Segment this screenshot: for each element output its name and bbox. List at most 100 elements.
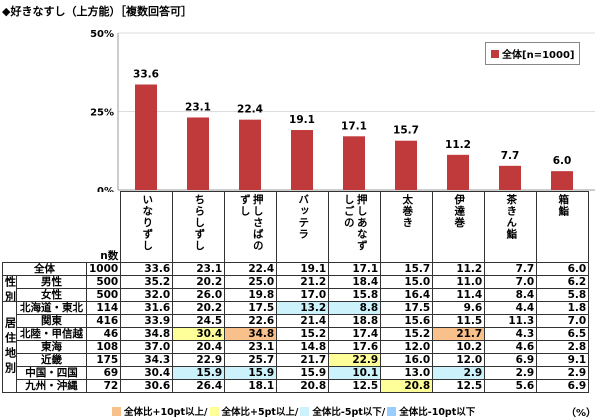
- table-row: 女性 500 32.0 26.0 19.8 17.0 15.8 16.4 11.4 8.4 5.8: [3, 288, 590, 302]
- column-header: 茶きん鮨: [484, 191, 538, 263]
- value-cell: 30.6: [120, 379, 174, 393]
- value-cell: 11.2: [432, 262, 486, 276]
- highlight-label: 全体比-5pt以下/: [312, 407, 386, 418]
- value-cell: 21.7: [432, 327, 486, 341]
- row-label: 中国・四国: [16, 366, 87, 380]
- value-cell: 2.8: [536, 340, 590, 354]
- value-cell: 17.0: [276, 288, 330, 302]
- highlight-swatch: [112, 406, 121, 416]
- value-cell: 15.2: [380, 327, 434, 341]
- column-header: 太巻き: [380, 191, 434, 263]
- value-cell: 19.1: [276, 262, 330, 276]
- value-cell: 22.9: [328, 353, 382, 367]
- value-cell: 7.0: [484, 275, 538, 289]
- table-row: 九州・沖縄 72 30.6 26.4 18.1 20.8 12.5 20.8 12.5 5.6 6.…: [3, 379, 590, 393]
- data-label: 22.4: [237, 104, 263, 116]
- value-cell: 6.2: [536, 275, 590, 289]
- bar: [395, 140, 417, 190]
- highlight-swatch: [209, 406, 219, 416]
- value-cell: 16.4: [380, 288, 434, 302]
- chart-title: ◆好きなすし（上方能）［複数回答可］: [2, 5, 192, 18]
- value-cell: 15.9: [172, 366, 226, 380]
- data-table: n数 いなりずし ちらしずし 押しさばのずし バッテラ 押しあなずしごの 太巻き 伊達巻 茶きん…: [2, 191, 590, 393]
- table-row: 北陸・甲信越 46 34.8 30.4 34.8 15.2 17.4 15.2 21.7 4.3 6…: [3, 327, 590, 341]
- value-cell: 21.2: [276, 275, 330, 289]
- value-cell: 5.6: [484, 379, 538, 393]
- y-tick-label: 50%: [90, 29, 114, 40]
- n-cell: 500: [85, 288, 122, 302]
- value-cell: 12.5: [432, 379, 486, 393]
- value-cell: 18.4: [328, 275, 382, 289]
- value-cell: 6.9: [484, 353, 538, 367]
- value-cell: 22.6: [224, 314, 278, 328]
- value-cell: 6.9: [536, 379, 590, 393]
- value-cell: 18.1: [224, 379, 278, 393]
- value-cell: 11.4: [432, 288, 486, 302]
- value-cell: 6.0: [536, 262, 590, 276]
- n-cell: 69: [85, 366, 122, 380]
- highlight-label: 全体比-10pt以下: [399, 407, 476, 418]
- column-header-text: 伊達巻: [453, 194, 466, 229]
- bar-chart: 50% 25% 0% 33.6 23.1 22.4 19.1 17.1 15.7 11.2 7.7 6…: [90, 29, 595, 192]
- value-cell: 26.4: [172, 379, 226, 393]
- column-header-text: いなりずし: [141, 194, 154, 252]
- column-header: バッテラ: [276, 191, 330, 263]
- value-cell: 31.6: [120, 301, 174, 315]
- value-cell: 11.3: [484, 314, 538, 328]
- value-cell: 16.0: [380, 353, 434, 367]
- value-cell: 6.5: [536, 327, 590, 341]
- bar: [499, 165, 521, 190]
- value-cell: 20.8: [380, 379, 434, 393]
- value-cell: 2.9: [484, 366, 538, 380]
- value-cell: 15.9: [276, 366, 330, 380]
- bar: [135, 84, 157, 190]
- table-row: 全体 1000 33.6 23.1 22.4 19.1 17.1 15.7 11.2 7.7 6.0: [2, 262, 590, 276]
- row-label: 女性: [16, 288, 87, 302]
- column-header: 伊達巻: [432, 191, 486, 263]
- value-cell: 34.8: [224, 327, 278, 341]
- unit-label: （%）: [565, 408, 596, 419]
- value-cell: 12.0: [380, 340, 434, 354]
- bar: [291, 130, 313, 190]
- n-cell: 46: [85, 327, 122, 341]
- value-cell: 7.0: [536, 314, 590, 328]
- value-cell: 23.1: [224, 340, 278, 354]
- value-cell: 33.6: [120, 262, 174, 276]
- bar: [239, 119, 261, 190]
- value-cell: 34.8: [120, 327, 174, 341]
- column-header-text: 箱鮨: [557, 194, 570, 217]
- legend-swatch: [491, 49, 499, 58]
- value-cell: 8.8: [328, 301, 382, 315]
- value-cell: 13.2: [276, 301, 330, 315]
- value-cell: 15.6: [380, 314, 434, 328]
- table-row: 東海 108 37.0 20.4 23.1 14.8 17.6 12.0 10.2 4.6 2.8: [3, 340, 590, 354]
- value-cell: 23.1: [172, 262, 226, 276]
- value-cell: 22.4: [224, 262, 278, 276]
- data-label: 23.1: [185, 101, 211, 113]
- legend: 全体[n=1000]: [485, 42, 581, 65]
- value-cell: 34.3: [120, 353, 174, 367]
- table-row: 性別 男性 500 35.2 20.2 25.0 21.2 18.4 15.0 11.0 7.0 6.…: [2, 275, 590, 302]
- value-cell: 17.5: [380, 301, 434, 315]
- value-cell: 20.8: [276, 379, 330, 393]
- n-cell: 500: [85, 275, 122, 289]
- value-cell: 20.2: [172, 301, 226, 315]
- n-cell: 416: [85, 314, 122, 328]
- column-header: いなりずし: [120, 191, 174, 263]
- value-cell: 24.5: [172, 314, 226, 328]
- value-cell: 15.0: [380, 275, 434, 289]
- n-cell: 1000: [85, 262, 122, 276]
- value-cell: 11.0: [432, 275, 486, 289]
- highlight-legend: 全体比+10pt以上/全体比+5pt以上/全体比-5pt以下/全体比-10pt以…: [112, 404, 475, 418]
- value-cell: 20.2: [172, 275, 226, 289]
- value-cell: 14.8: [276, 340, 330, 354]
- bar: [343, 136, 365, 190]
- row-label: 九州・沖縄: [16, 379, 87, 393]
- value-cell: 17.4: [328, 327, 382, 341]
- row-label: 関東: [16, 314, 87, 328]
- bar: [551, 171, 573, 190]
- column-header: ちらしずし: [172, 191, 226, 263]
- column-header: 押しさばのずし: [224, 191, 278, 263]
- value-cell: 9.1: [536, 353, 590, 367]
- value-cell: 7.7: [484, 262, 538, 276]
